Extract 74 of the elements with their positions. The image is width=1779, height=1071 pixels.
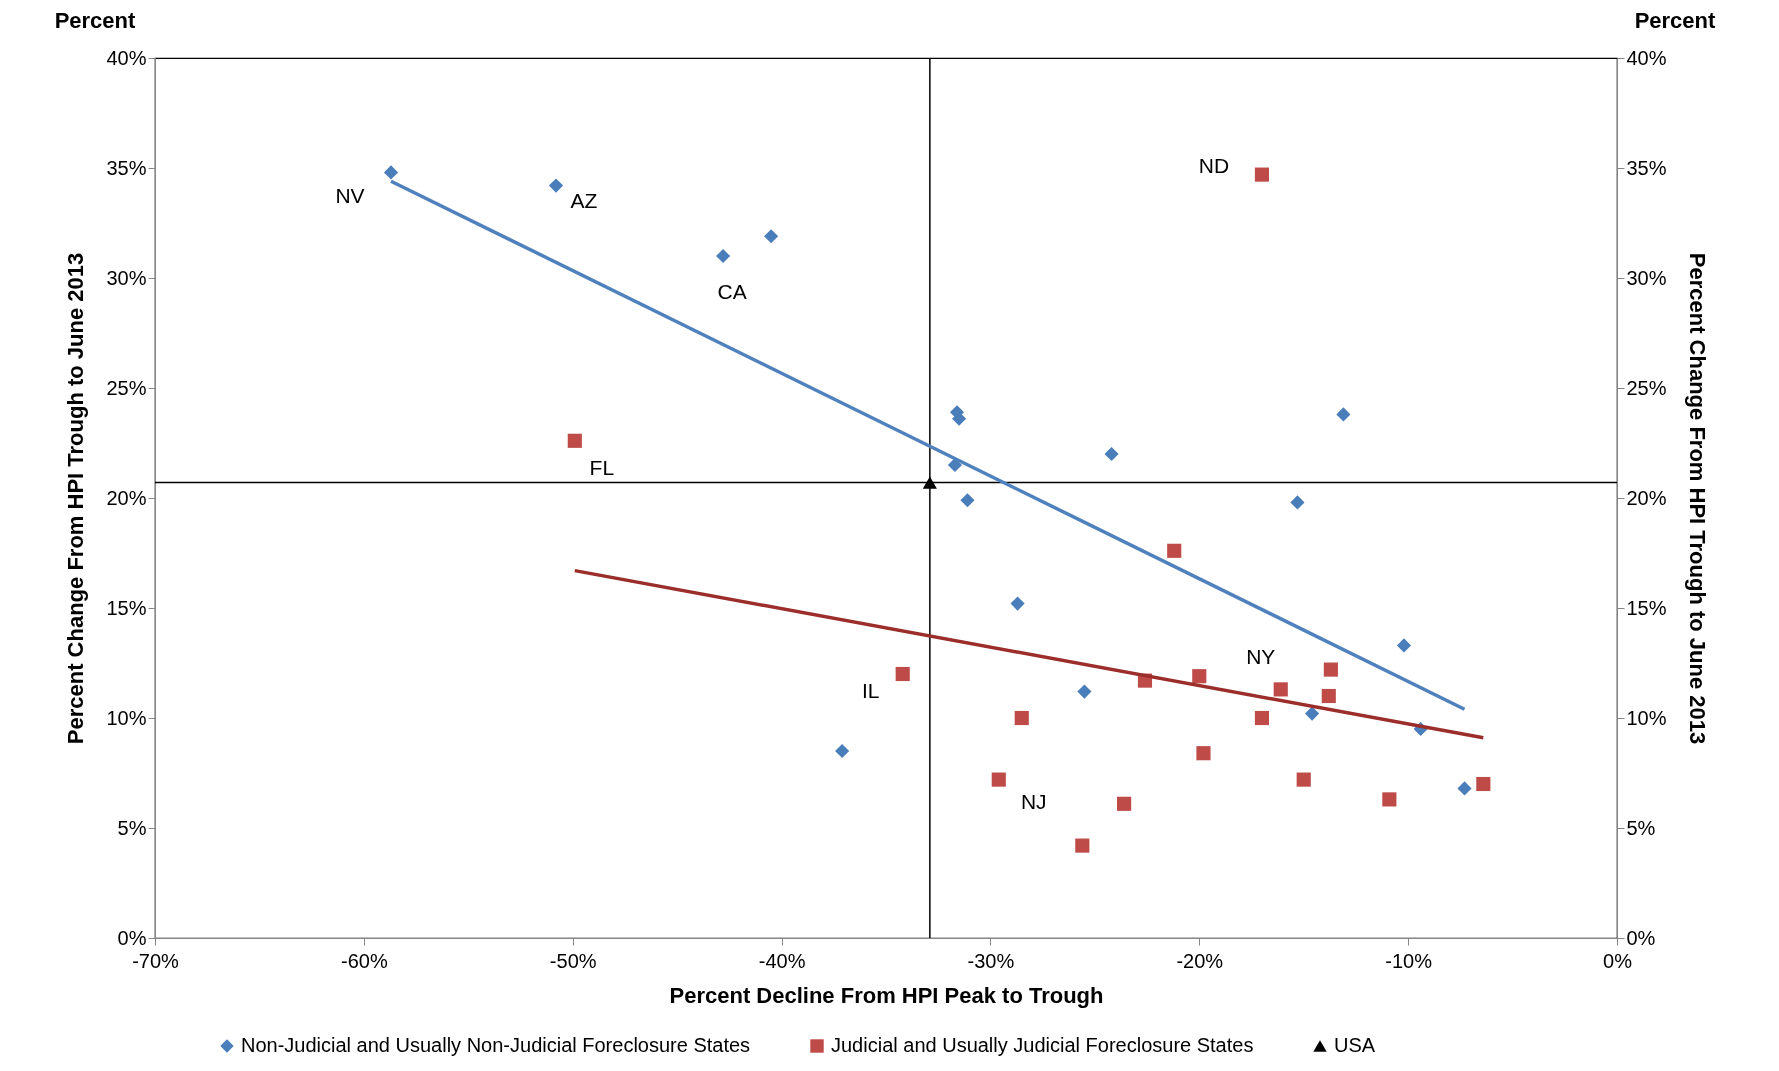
text: Percent: [1634, 8, 1717, 33]
x-axis-title: Percent Decline From HPI Peak to Trough: [669, 982, 1104, 1008]
point: [1296, 772, 1311, 787]
point: [1382, 792, 1397, 807]
y2-tick-label: 35%: [1626, 156, 1667, 179]
legend-label: Non-Judicial and Usually Non-Judicial Foreclosure States: [241, 1034, 751, 1056]
point: [947, 457, 962, 473]
x-tick-label: -70%: [132, 949, 180, 972]
point: [716, 248, 731, 264]
point: [1323, 662, 1338, 677]
point: [567, 433, 582, 448]
point: [991, 772, 1006, 787]
point: [1167, 543, 1182, 558]
y-tick-label: 40%: [106, 46, 147, 69]
y2-tick-label: 0%: [1626, 926, 1656, 949]
point: [835, 743, 850, 759]
x-tick-label: -50%: [549, 949, 597, 972]
y2-tick-label: 25%: [1626, 376, 1667, 399]
y-tick-label: 20%: [106, 486, 147, 509]
point: [1075, 838, 1090, 853]
point: [1290, 495, 1305, 510]
point: [1321, 688, 1336, 704]
annotation: NV: [335, 184, 365, 208]
annotation: NY: [1246, 645, 1276, 669]
point: [1196, 746, 1211, 761]
y2-tick-label: 15%: [1626, 596, 1667, 619]
x-tick-label: -60%: [341, 949, 388, 972]
x-tick-label: -20%: [1176, 949, 1224, 972]
x-tick-label: -40%: [758, 949, 806, 972]
point: [383, 165, 399, 180]
point: [895, 666, 910, 682]
x-tick-label: -10%: [1385, 949, 1433, 972]
y-tick-label: 30%: [106, 266, 147, 289]
annotation: ND: [1198, 153, 1230, 177]
y-tick-label: 5%: [117, 816, 147, 839]
x-tick-label: 0%: [1603, 949, 1633, 972]
point: [1192, 669, 1207, 684]
annotation: NJ: [1020, 789, 1047, 813]
x-tick-label: -30%: [967, 949, 1015, 972]
point: [1396, 638, 1412, 653]
y-tick-label: 25%: [106, 376, 147, 399]
annotation: AZ: [570, 188, 598, 212]
point: [764, 229, 779, 244]
point: [1014, 710, 1029, 726]
point: [1010, 596, 1025, 611]
point: [548, 178, 564, 193]
annotation: CA: [717, 280, 747, 303]
point: [1457, 781, 1472, 796]
y-tick-label: 10%: [106, 706, 147, 729]
legend-label: Judicial and Usually Judicial Foreclosure States: [831, 1034, 1254, 1056]
point: [1077, 684, 1092, 699]
y-tick-label: 15%: [106, 596, 147, 619]
y2-tick-label: 10%: [1626, 706, 1667, 729]
y-tick-label: 0%: [117, 926, 147, 949]
point: [1254, 167, 1270, 182]
legend-label: USA: [1334, 1034, 1376, 1056]
point: [1476, 776, 1491, 792]
y2-tick-label: 30%: [1626, 266, 1667, 289]
y-axis-title: Percent Change From HPI Trough to June 2013: [63, 252, 89, 745]
point: [1254, 710, 1270, 726]
y2-tick-label: 40%: [1626, 46, 1667, 69]
annotation: IL: [861, 679, 880, 702]
y2-tick-label: 20%: [1626, 486, 1667, 509]
point: [1336, 407, 1351, 422]
y2-axis-title: Percent Change From HPI Trough to June 2013: [1684, 252, 1710, 745]
point: [1273, 682, 1288, 697]
text: Percent: [54, 8, 137, 33]
point: [1305, 706, 1320, 721]
y2-tick-label: 5%: [1626, 816, 1656, 839]
point: [1117, 796, 1132, 811]
point: [960, 493, 975, 508]
point: [1104, 446, 1119, 462]
y-tick-label: 35%: [106, 156, 147, 179]
annotation: FL: [589, 455, 615, 479]
